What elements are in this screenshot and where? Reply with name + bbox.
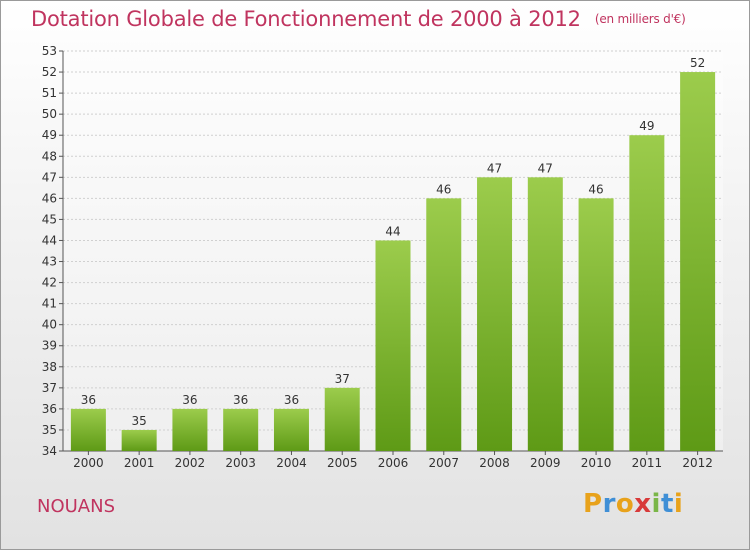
bar — [426, 198, 462, 451]
chart-title-text: Dotation Globale de Fonctionnement de 20… — [31, 7, 581, 31]
y-tick-label: 49 — [42, 128, 57, 142]
y-tick-label: 45 — [42, 212, 57, 226]
y-tick-label: 35 — [42, 423, 57, 437]
bar — [477, 177, 513, 451]
x-tick-label: 2007 — [428, 456, 459, 470]
y-tick-label: 36 — [42, 402, 57, 416]
x-tick-label: 2006 — [378, 456, 409, 470]
y-tick-label: 41 — [42, 297, 57, 311]
x-tick-label: 2003 — [225, 456, 256, 470]
x-tick-label: 2011 — [632, 456, 663, 470]
y-tick-label: 47 — [42, 170, 57, 184]
data-label: 35 — [132, 414, 147, 428]
y-tick-label: 52 — [42, 65, 57, 79]
bar — [375, 240, 411, 451]
data-label: 36 — [81, 393, 96, 407]
y-tick-label: 38 — [42, 360, 57, 374]
y-tick-label: 46 — [42, 191, 57, 205]
data-label: 46 — [588, 182, 603, 196]
bar — [680, 72, 716, 451]
y-tick-label: 53 — [42, 44, 57, 58]
data-label: 36 — [182, 393, 197, 407]
logo-letter: r — [602, 489, 616, 519]
x-tick-label: 2001 — [124, 456, 155, 470]
bar — [629, 135, 665, 452]
bar — [273, 408, 309, 451]
proxiti-logo: Proxiti — [583, 489, 683, 519]
data-label: 44 — [385, 224, 400, 238]
chart-subtitle: (en milliers d'€) — [594, 12, 686, 26]
bar — [527, 177, 563, 451]
data-label: 52 — [690, 56, 705, 70]
y-tick-label: 42 — [42, 276, 57, 290]
bar — [578, 198, 614, 451]
data-label: 49 — [639, 119, 654, 133]
x-tick-label: 2010 — [581, 456, 612, 470]
logo-letter: i — [673, 489, 684, 519]
y-tick-label: 48 — [42, 149, 57, 163]
y-tick-label: 44 — [42, 233, 57, 247]
commune-name: NOUANS — [37, 496, 116, 517]
y-tick-label: 40 — [42, 318, 57, 332]
data-label: 46 — [436, 182, 451, 196]
y-tick-label: 51 — [42, 86, 57, 100]
logo-letter: t — [660, 489, 674, 519]
y-tick-label: 39 — [42, 339, 57, 353]
data-label: 47 — [487, 161, 502, 175]
data-label: 47 — [538, 161, 553, 175]
chart-title: Dotation Globale de Fonctionnement de 20… — [31, 7, 686, 31]
logo-letter: x — [634, 489, 652, 519]
y-tick-label: 34 — [42, 444, 57, 458]
x-tick-label: 2000 — [73, 456, 104, 470]
logo-letter: i — [651, 489, 661, 519]
bar — [223, 408, 259, 451]
x-tick-label: 2005 — [327, 456, 358, 470]
x-tick-label: 2004 — [276, 456, 307, 470]
x-tick-label: 2008 — [479, 456, 510, 470]
data-label: 36 — [284, 393, 299, 407]
y-tick-label: 37 — [42, 381, 57, 395]
logo-letter: o — [615, 489, 635, 519]
data-label: 36 — [233, 393, 248, 407]
x-tick-label: 2009 — [530, 456, 561, 470]
x-tick-label: 2002 — [175, 456, 206, 470]
y-tick-label: 43 — [42, 255, 57, 269]
bar — [70, 408, 106, 451]
bar — [172, 408, 208, 451]
x-tick-label: 2012 — [682, 456, 713, 470]
bar — [121, 429, 157, 451]
bar — [324, 387, 360, 451]
y-tick-label: 50 — [42, 107, 57, 121]
data-label: 37 — [335, 372, 350, 386]
logo-letter: P — [583, 489, 603, 519]
